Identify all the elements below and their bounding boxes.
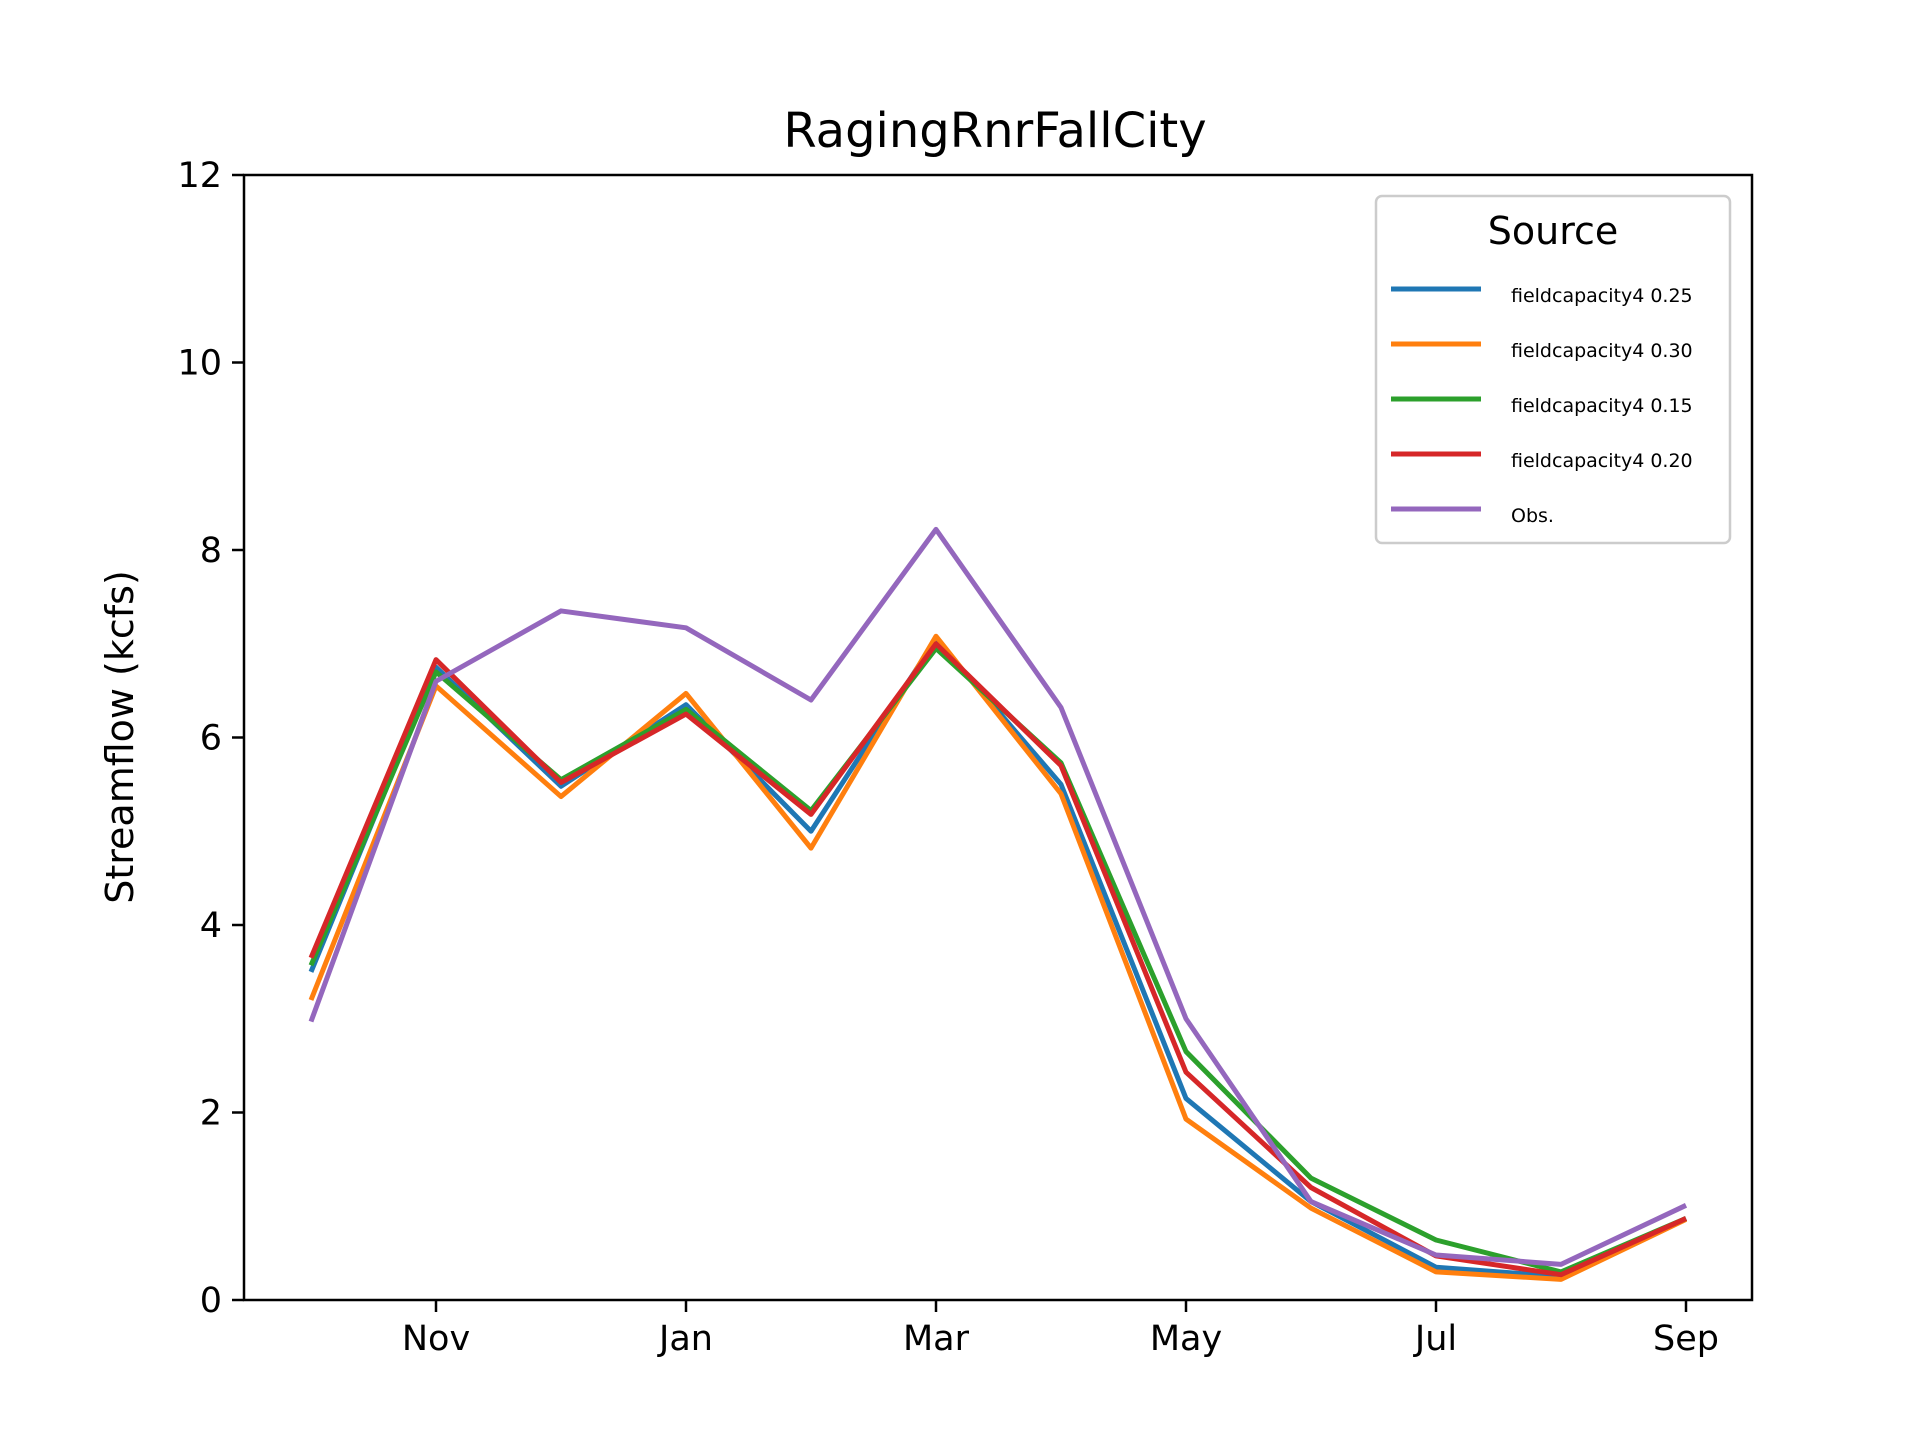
plot-lines bbox=[308, 526, 1688, 1282]
series-line-1 bbox=[308, 633, 1688, 1282]
x-tick-label: Sep bbox=[1653, 1319, 1719, 1359]
x-tick-label: Nov bbox=[402, 1319, 470, 1359]
y-tick-label: 0 bbox=[200, 1281, 222, 1321]
x-tick-label: May bbox=[1150, 1319, 1222, 1359]
y-tick-label: 4 bbox=[200, 906, 222, 946]
legend-entries: fieldcapacity4 0.25 fieldcapacity4 0.30 fi… bbox=[1391, 285, 1693, 527]
legend: Source fieldcapacity4 0.25fieldcapacity4… bbox=[1374, 194, 1732, 545]
legend-title: Source bbox=[1488, 209, 1619, 253]
plot-frame bbox=[242, 173, 1754, 1302]
legend-label: fieldcapacity4 0.20 bbox=[1511, 450, 1693, 472]
x-axis-ticks: Nov Jan Mar May Jul Sep bbox=[402, 1300, 1719, 1359]
chart-title: RagingRnrFallCity bbox=[783, 103, 1206, 159]
x-tick-label: Jul bbox=[1413, 1319, 1457, 1359]
legend-label: fieldcapacity4 0.15 bbox=[1511, 395, 1693, 417]
x-tick-label: Mar bbox=[903, 1319, 970, 1359]
series-line-4 bbox=[308, 526, 1688, 1267]
legend-label: Obs. bbox=[1511, 505, 1554, 527]
y-tick-label: 8 bbox=[200, 531, 222, 571]
y-tick-label: 10 bbox=[177, 344, 222, 384]
legend-label: fieldcapacity4 0.30 bbox=[1511, 340, 1693, 362]
y-tick-label: 12 bbox=[177, 156, 222, 196]
legend-label: fieldcapacity4 0.25 bbox=[1511, 285, 1693, 307]
y-axis-ticks: 0 2 4 6 8 10 12 bbox=[177, 156, 244, 1321]
y-tick-label: 6 bbox=[200, 719, 222, 759]
y-tick-label: 2 bbox=[200, 1094, 222, 1134]
x-tick-label: Jan bbox=[657, 1319, 713, 1359]
y-axis-label: Streamflow (kcfs) bbox=[98, 570, 142, 904]
